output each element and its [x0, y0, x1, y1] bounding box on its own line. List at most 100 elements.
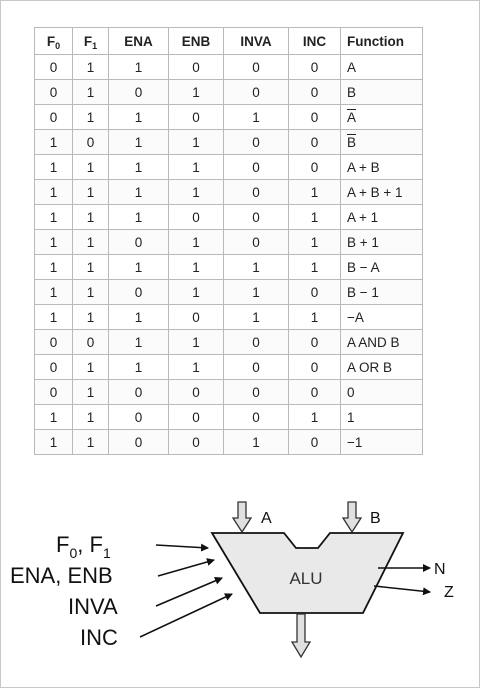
cell-inva: 1	[223, 304, 289, 330]
cell-inc: 1	[288, 254, 341, 280]
cell-ena: 1	[108, 204, 169, 230]
cell-enb: 1	[168, 354, 224, 380]
cell-inva: 1	[223, 429, 289, 455]
cell-f1: 1	[72, 254, 109, 280]
cell-f0: 1	[34, 179, 73, 205]
cell-enb: 0	[168, 204, 224, 230]
alu-body	[210, 532, 405, 614]
cell-inc: 0	[288, 54, 341, 80]
header-ena: ENA	[108, 27, 169, 55]
function-text: A	[347, 59, 357, 75]
cell-ena: 1	[108, 304, 169, 330]
cell-inva: 0	[223, 54, 289, 80]
cell-function: B	[340, 79, 423, 105]
function-text: A + 1	[347, 209, 379, 225]
cell-function: B	[340, 129, 423, 155]
function-text: B + 1	[347, 234, 379, 250]
control-inva-arrow	[155, 577, 223, 607]
cell-f0: 1	[34, 229, 73, 255]
cell-f0: 1	[34, 279, 73, 305]
alu-label: ALU	[289, 569, 322, 588]
cell-inc: 0	[288, 104, 341, 130]
cell-ena: 1	[108, 54, 169, 80]
cell-enb: 0	[168, 104, 224, 130]
cell-inva: 0	[223, 129, 289, 155]
cell-function: B − A	[340, 254, 423, 280]
cell-inc: 1	[288, 204, 341, 230]
cell-inc: 0	[288, 79, 341, 105]
function-text: B	[347, 84, 357, 100]
cell-ena: 0	[108, 279, 169, 305]
cell-enb: 0	[168, 304, 224, 330]
cell-f0: 1	[34, 404, 73, 430]
cell-function: −1	[340, 429, 423, 455]
cell-f1: 1	[72, 79, 109, 105]
cell-ena: 0	[108, 79, 169, 105]
header-f1: F1	[72, 27, 109, 55]
cell-function: B + 1	[340, 229, 423, 255]
function-text: −1	[347, 434, 363, 450]
cell-function: 0	[340, 379, 423, 405]
cell-inc: 1	[288, 404, 341, 430]
cell-ena: 0	[108, 429, 169, 455]
cell-inva: 1	[223, 104, 289, 130]
cell-function: 1	[340, 404, 423, 430]
cell-f1: 0	[72, 329, 109, 355]
function-text: B	[347, 134, 357, 150]
input-b-arrow	[341, 501, 363, 534]
input-a-arrow	[231, 501, 253, 534]
cell-f0: 0	[34, 54, 73, 80]
control-inc-arrow	[139, 593, 233, 638]
cell-function: A OR B	[340, 354, 423, 380]
header-inva: INVA	[223, 27, 289, 55]
output-n-label: N	[434, 561, 446, 578]
cell-f1: 1	[72, 404, 109, 430]
function-text: A AND B	[347, 334, 400, 350]
table-row: 1 1 1 0 1 1 −A	[34, 304, 423, 330]
cell-function: A AND B	[340, 329, 423, 355]
cell-f1: 1	[72, 354, 109, 380]
cell-function: A + 1	[340, 204, 423, 230]
header-function: Function	[340, 27, 423, 55]
cell-f1: 1	[72, 279, 109, 305]
cell-ena: 1	[108, 254, 169, 280]
cell-f1: 1	[72, 304, 109, 330]
control-inc-label: INC	[80, 625, 118, 650]
cell-f0: 0	[34, 79, 73, 105]
cell-f0: 0	[34, 104, 73, 130]
cell-enb: 0	[168, 54, 224, 80]
cell-f0: 1	[34, 204, 73, 230]
function-text: B − 1	[347, 284, 379, 300]
cell-inva: 0	[223, 79, 289, 105]
cell-function: A	[340, 54, 423, 80]
control-f-arrow	[155, 543, 209, 552]
cell-inva: 1	[223, 279, 289, 305]
cell-enb: 1	[168, 229, 224, 255]
function-text: 0	[347, 384, 355, 400]
cell-f0: 0	[34, 329, 73, 355]
cell-f1: 1	[72, 104, 109, 130]
cell-ena: 0	[108, 379, 169, 405]
cell-function: B − 1	[340, 279, 423, 305]
cell-enb: 1	[168, 254, 224, 280]
cell-inc: 0	[288, 379, 341, 405]
output-z-arrow	[373, 585, 431, 596]
cell-inc: 1	[288, 229, 341, 255]
cell-inc: 1	[288, 304, 341, 330]
cell-enb: 0	[168, 379, 224, 405]
cell-inva: 0	[223, 204, 289, 230]
cell-inc: 0	[288, 154, 341, 180]
cell-enb: 1	[168, 129, 224, 155]
cell-function: A + B	[340, 154, 423, 180]
cell-f0: 1	[34, 304, 73, 330]
cell-f0: 1	[34, 429, 73, 455]
cell-enb: 1	[168, 279, 224, 305]
